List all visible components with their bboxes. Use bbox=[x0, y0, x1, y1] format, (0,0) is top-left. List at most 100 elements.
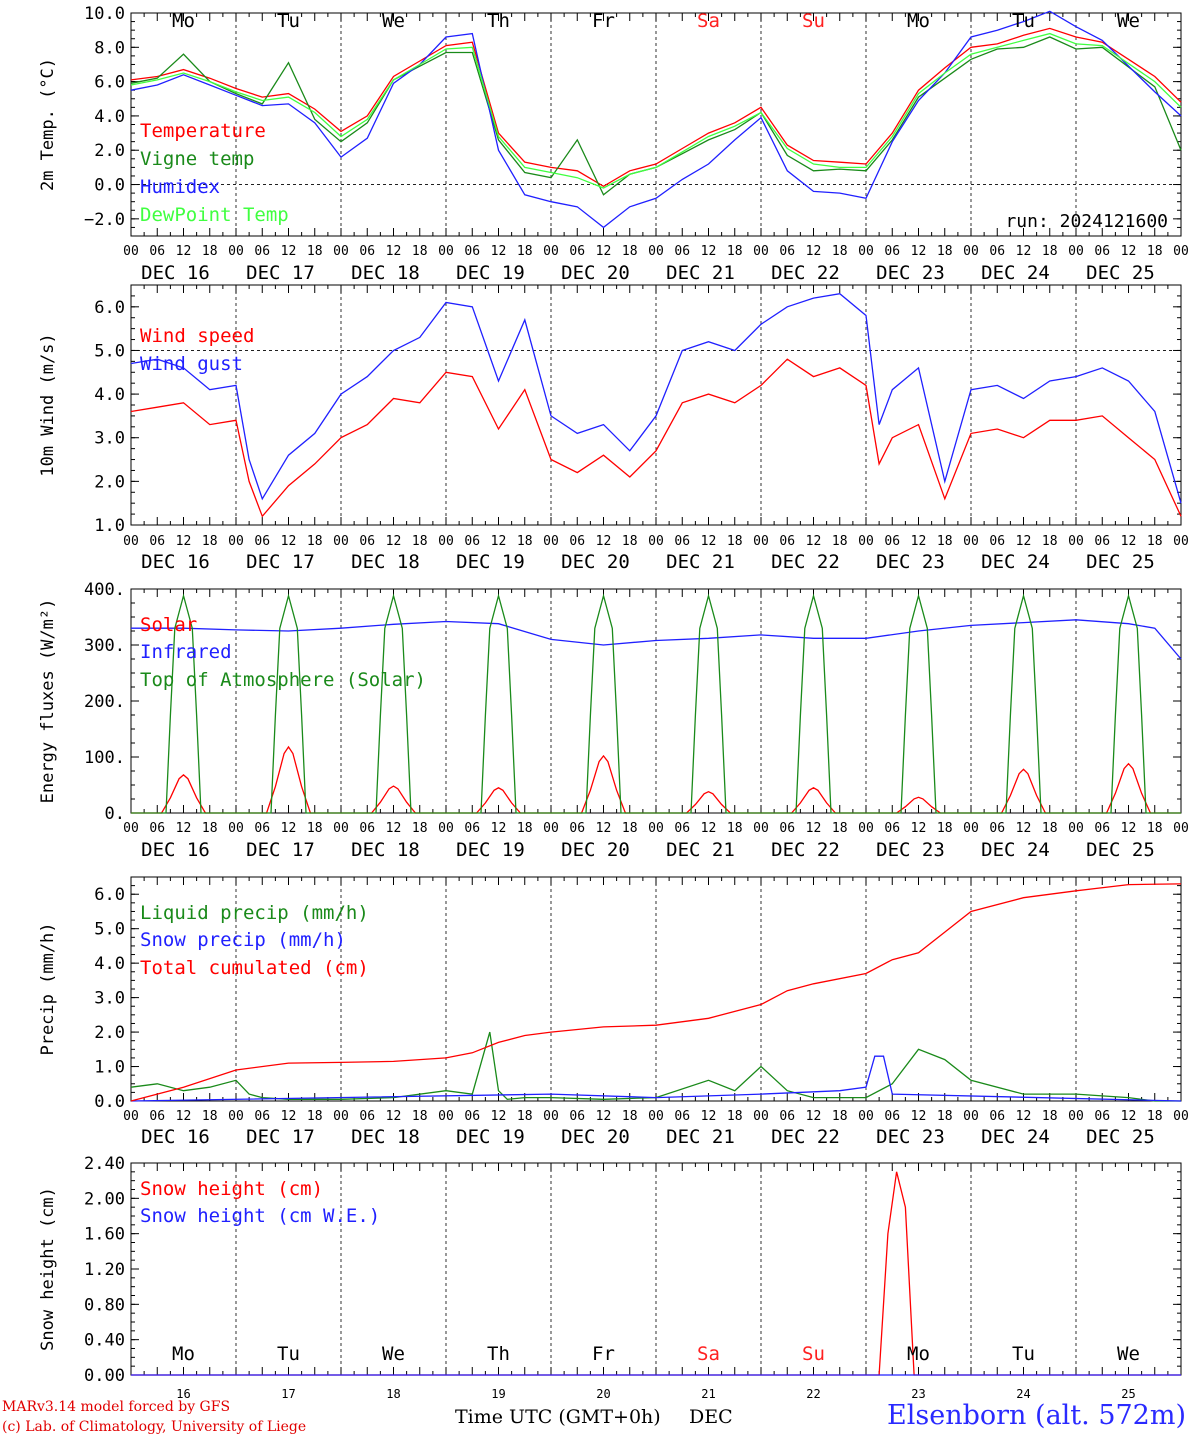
hour-tick-label: 00 bbox=[648, 821, 664, 836]
hour-tick-label: 00 bbox=[123, 534, 139, 549]
hour-tick-label: 18 bbox=[727, 534, 743, 549]
panel-4 bbox=[130, 876, 1182, 1102]
hour-tick-label: 06 bbox=[569, 244, 585, 259]
hour-tick-label: 00 bbox=[438, 534, 454, 549]
hour-tick-label: 00 bbox=[648, 534, 664, 549]
date-label: DEC 17 bbox=[246, 839, 315, 861]
day-number-label: 23 bbox=[911, 1387, 925, 1401]
weekday-label: Su bbox=[802, 1343, 825, 1365]
weekday-label: Sa bbox=[697, 10, 720, 32]
date-label: DEC 20 bbox=[561, 1126, 630, 1148]
hour-tick-label: 18 bbox=[622, 244, 638, 259]
hour-tick-label: 06 bbox=[989, 1109, 1005, 1124]
hour-tick-label: 06 bbox=[1094, 534, 1110, 549]
date-label: DEC 20 bbox=[561, 839, 630, 861]
legend-entry: Snow height (cm W.E.) bbox=[140, 1205, 380, 1227]
hour-tick-label: 00 bbox=[753, 821, 769, 836]
y-tick-label: 0.40 bbox=[84, 1331, 125, 1351]
y-tick-label: 5.0 bbox=[94, 341, 125, 361]
y-tick-label: 100. bbox=[84, 748, 125, 768]
series-line bbox=[130, 32, 1182, 189]
date-label: DEC 25 bbox=[1086, 262, 1155, 284]
date-label: DEC 22 bbox=[771, 1126, 840, 1148]
hour-tick-label: 06 bbox=[569, 1109, 585, 1124]
lab-credit: (c) Lab. of Climatology, University of L… bbox=[2, 1419, 307, 1435]
legend-entry: Snow precip (mm/h) bbox=[140, 929, 346, 951]
weekday-label: Th bbox=[487, 1343, 510, 1365]
hour-tick-label: 06 bbox=[464, 534, 480, 549]
date-label: DEC 21 bbox=[666, 839, 735, 861]
date-label: DEC 18 bbox=[351, 262, 420, 284]
hour-tick-label: 00 bbox=[333, 244, 349, 259]
y-tick-label: 10.0 bbox=[84, 4, 125, 24]
hour-tick-label: 12 bbox=[386, 1109, 402, 1124]
hour-tick-label: 12 bbox=[806, 821, 822, 836]
hour-tick-label: 06 bbox=[149, 534, 165, 549]
weekday-label: Tu bbox=[1012, 10, 1035, 32]
series-line bbox=[131, 593, 1181, 814]
hour-tick-label: 06 bbox=[674, 1109, 690, 1124]
hour-tick-label: 06 bbox=[674, 244, 690, 259]
hour-tick-label: 00 bbox=[543, 1109, 559, 1124]
y-tick-label: 4.0 bbox=[94, 107, 125, 127]
date-label: DEC 25 bbox=[1086, 551, 1155, 573]
y-tick-label: 0.0 bbox=[94, 176, 125, 196]
y-tick-label: 1.0 bbox=[94, 1058, 125, 1078]
hour-tick-label: 06 bbox=[884, 534, 900, 549]
hour-tick-label: 18 bbox=[832, 821, 848, 836]
y-tick-label: 200. bbox=[84, 692, 125, 712]
hour-tick-label: 06 bbox=[674, 821, 690, 836]
hour-tick-label: 12 bbox=[176, 821, 192, 836]
hour-tick-label: 12 bbox=[1121, 1109, 1137, 1124]
hour-tick-label: 00 bbox=[963, 821, 979, 836]
hour-tick-label: 12 bbox=[596, 534, 612, 549]
hour-tick-label: 06 bbox=[779, 244, 795, 259]
hour-tick-label: 00 bbox=[543, 821, 559, 836]
hour-tick-label: 12 bbox=[911, 534, 927, 549]
day-number-label: 24 bbox=[1016, 1387, 1030, 1401]
hour-tick-label: 06 bbox=[359, 1109, 375, 1124]
date-label: DEC 22 bbox=[771, 262, 840, 284]
date-label: DEC 24 bbox=[981, 1126, 1050, 1148]
panel-3 bbox=[130, 588, 1182, 814]
hour-tick-label: 12 bbox=[806, 534, 822, 549]
hour-tick-label: 00 bbox=[1173, 534, 1189, 549]
hour-tick-label: 06 bbox=[779, 821, 795, 836]
hour-tick-label: 12 bbox=[176, 1109, 192, 1124]
hour-tick-label: 12 bbox=[1121, 821, 1137, 836]
hour-tick-label: 18 bbox=[202, 1109, 218, 1124]
y-tick-label: 1.20 bbox=[84, 1260, 125, 1280]
panel-5 bbox=[130, 1162, 1182, 1376]
day-number-label: 21 bbox=[701, 1387, 715, 1401]
hour-tick-label: 00 bbox=[333, 534, 349, 549]
hour-tick-label: 06 bbox=[989, 534, 1005, 549]
weekday-label: Fr bbox=[592, 1343, 615, 1365]
date-label: DEC 16 bbox=[141, 1126, 210, 1148]
day-number-label: 17 bbox=[281, 1387, 295, 1401]
y-tick-label: 3.0 bbox=[94, 989, 125, 1009]
hour-tick-label: 06 bbox=[359, 534, 375, 549]
hour-tick-label: 18 bbox=[517, 821, 533, 836]
hour-tick-label: 12 bbox=[281, 244, 297, 259]
hour-tick-label: 12 bbox=[176, 244, 192, 259]
series-line bbox=[130, 1031, 1181, 1102]
hour-tick-label: 12 bbox=[911, 244, 927, 259]
hour-tick-label: 00 bbox=[648, 244, 664, 259]
hour-tick-label: 18 bbox=[307, 534, 323, 549]
y-axis-label: Snow height (cm) bbox=[38, 1187, 58, 1351]
hour-tick-label: 00 bbox=[858, 534, 874, 549]
panel-1 bbox=[130, 10, 1182, 237]
y-tick-label: 2.40 bbox=[84, 1154, 125, 1174]
hour-tick-label: 12 bbox=[701, 244, 717, 259]
hour-tick-label: 12 bbox=[491, 821, 507, 836]
hour-tick-label: 18 bbox=[1042, 534, 1058, 549]
hour-tick-label: 12 bbox=[1016, 1109, 1032, 1124]
hour-tick-label: 18 bbox=[937, 534, 953, 549]
weekday-label: Tu bbox=[277, 10, 300, 32]
y-tick-label: 6.0 bbox=[94, 298, 125, 318]
date-label: DEC 24 bbox=[981, 551, 1050, 573]
hour-tick-label: 18 bbox=[412, 1109, 428, 1124]
date-label: DEC 20 bbox=[561, 262, 630, 284]
